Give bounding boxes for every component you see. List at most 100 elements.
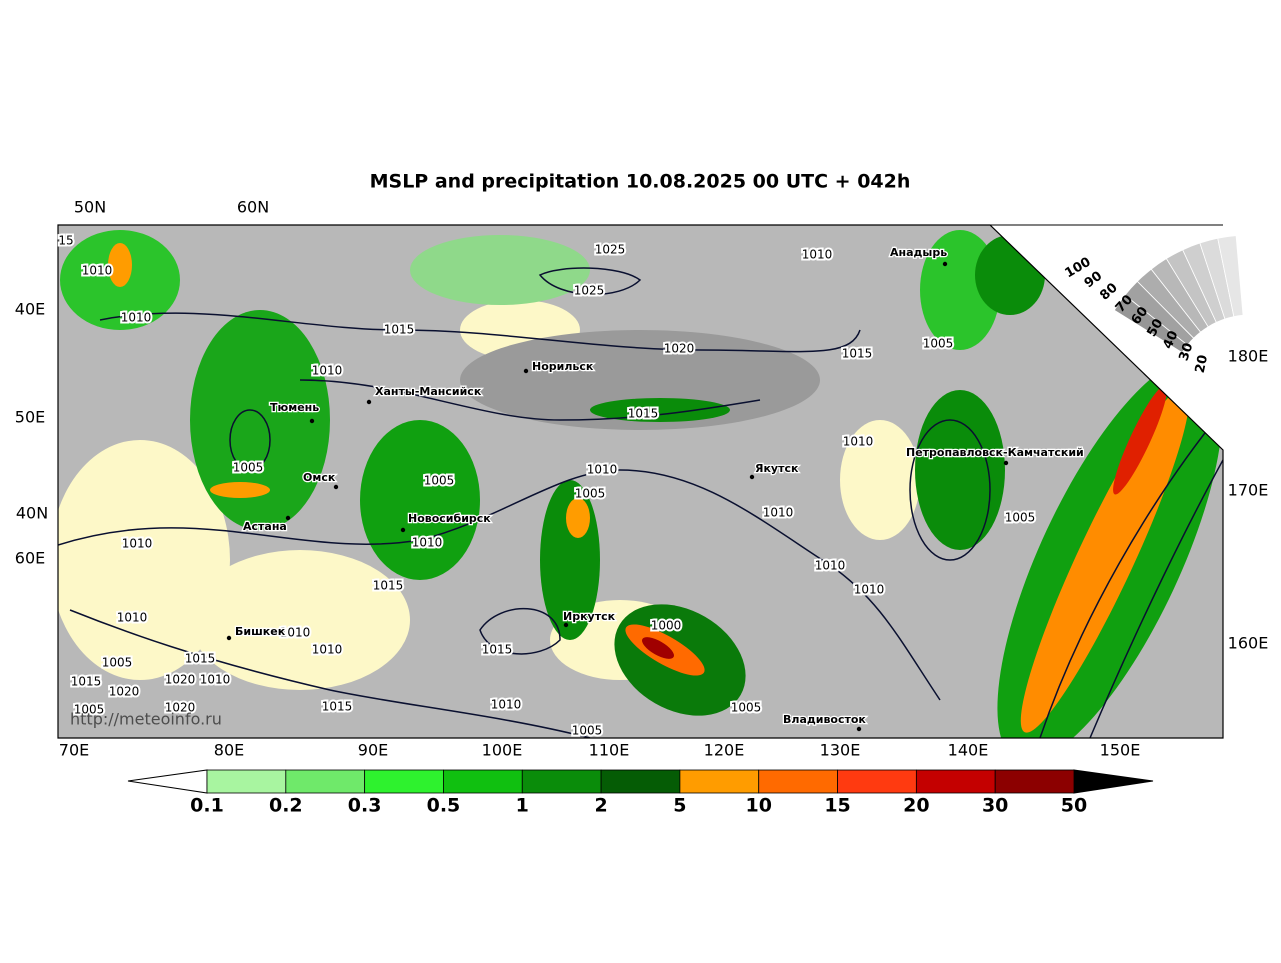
colorbar-label: 0.3	[348, 795, 382, 817]
bottom-lon-label: 140E	[948, 741, 989, 760]
isobar	[1039, 409, 1223, 738]
city-label: Тюмень	[270, 401, 319, 414]
left-coord-label: 40N	[16, 504, 48, 523]
heavy-precip	[1113, 385, 1167, 495]
colorbar-box	[994, 769, 1075, 794]
left-coord-label: 60E	[15, 549, 45, 568]
isobar-label: 1010	[312, 643, 343, 657]
precip-area	[975, 235, 1045, 315]
colorbar-box	[206, 769, 287, 794]
city-label: Ханты-Мансийск	[375, 385, 482, 398]
right-coord-label: 160E	[1228, 634, 1269, 653]
isobar-label: 1025	[574, 284, 605, 298]
isobar-label: 1005	[923, 337, 954, 351]
colorbar-label: 0.1	[190, 795, 224, 817]
colorbar-label: 30	[982, 795, 1008, 817]
isobar-label: 1015	[384, 323, 415, 337]
isobar	[299, 379, 761, 421]
isobar	[99, 312, 861, 353]
isobar	[1089, 459, 1223, 738]
city-label: Астана	[243, 520, 287, 533]
isobar-label: 1010	[491, 698, 522, 712]
title: MSLP and precipitation 10.08.2025 00 UTC…	[370, 171, 911, 193]
colorbar-box	[285, 769, 366, 794]
city-dot	[400, 527, 406, 533]
left-coord-label: 40E	[15, 300, 45, 319]
colorbar-label: 1	[516, 795, 529, 817]
isobar-label: 1015	[482, 643, 513, 657]
heavy-precip	[108, 243, 132, 287]
isobars	[58, 267, 1223, 738]
isobar-label: 15	[58, 234, 73, 248]
colorbar-high-end	[1073, 769, 1154, 794]
isobar-label: 1010	[122, 537, 153, 551]
bottom-lon-label: 150E	[1100, 741, 1141, 760]
city-label: Владивосток	[783, 713, 866, 726]
map-field	[58, 225, 1223, 738]
isobar-label: 1020	[109, 685, 140, 699]
heavy-precip	[1020, 387, 1190, 733]
bottom-lon-label: 130E	[820, 741, 861, 760]
isobar-label: 1010	[412, 536, 443, 550]
right-coord-label: 180E	[1228, 347, 1269, 366]
isobar-label: 1020	[165, 701, 196, 715]
colorbar-label: 50	[1061, 795, 1087, 817]
map-frame	[57, 224, 1224, 739]
precip-area	[410, 235, 590, 305]
isobar-label: 1015	[322, 700, 353, 714]
isobar-label: 1010	[121, 311, 152, 325]
isobar-label: 1020	[664, 342, 695, 356]
isobar	[69, 609, 591, 738]
city-dot	[856, 726, 862, 732]
isobar-label: 1010	[587, 463, 618, 477]
city-label: Бишкек	[235, 625, 286, 638]
top-lat-label: 60N	[237, 198, 269, 217]
isobar-label: 1005	[102, 656, 133, 670]
city-dot	[226, 635, 232, 641]
isobar-label: 1005	[424, 474, 455, 488]
colorbar-box	[443, 769, 523, 794]
bottom-lon-label: 120E	[704, 741, 745, 760]
bottom-lon-label: 80E	[214, 741, 244, 760]
colorbar-label: 0.2	[269, 795, 303, 817]
city-label: Якутск	[755, 462, 799, 475]
isobar-label: 1025	[595, 243, 626, 257]
isobar-label: 1015	[373, 579, 404, 593]
right-coord-label: 170E	[1228, 481, 1269, 500]
colorbar-box	[679, 769, 760, 794]
fan-label: 20	[1193, 354, 1211, 375]
city-dot	[333, 484, 339, 490]
fan-label: 30	[1177, 341, 1197, 363]
city-label: Анадырь	[890, 246, 947, 259]
city-label: Новосибирск	[408, 512, 491, 525]
heavy-precip	[642, 637, 674, 659]
bottom-lon-label: 70E	[59, 741, 89, 760]
fan-band	[1217, 235, 1244, 318]
colorbar-box	[837, 769, 917, 794]
city-label: Омск	[303, 471, 336, 484]
bottom-lon-label: 90E	[358, 741, 388, 760]
city-dot	[749, 474, 755, 480]
isobar-label: 1010	[843, 435, 874, 449]
colorbar-label: 0.5	[427, 795, 461, 817]
colorbar-label: 20	[903, 795, 929, 817]
isobar-label: 1010	[802, 248, 833, 262]
isobar-label: 1010	[815, 559, 846, 573]
isobar	[58, 469, 941, 701]
isobar-label: 1000	[651, 619, 682, 633]
city-label: Иркутск	[563, 610, 616, 623]
isobar	[538, 267, 642, 296]
left-coord-label: 50E	[15, 408, 45, 427]
colorbar-label: 2	[594, 795, 607, 817]
isobar-label: 1005	[731, 701, 762, 715]
isobar-label: 1015	[185, 652, 216, 666]
isobar-label: 1005	[233, 461, 264, 475]
precip-area	[190, 310, 330, 530]
city-dot	[285, 515, 291, 521]
bottom-lon-label: 100E	[482, 741, 523, 760]
city-dot	[523, 368, 529, 374]
city-dot	[309, 418, 315, 424]
dry-area	[190, 550, 410, 690]
